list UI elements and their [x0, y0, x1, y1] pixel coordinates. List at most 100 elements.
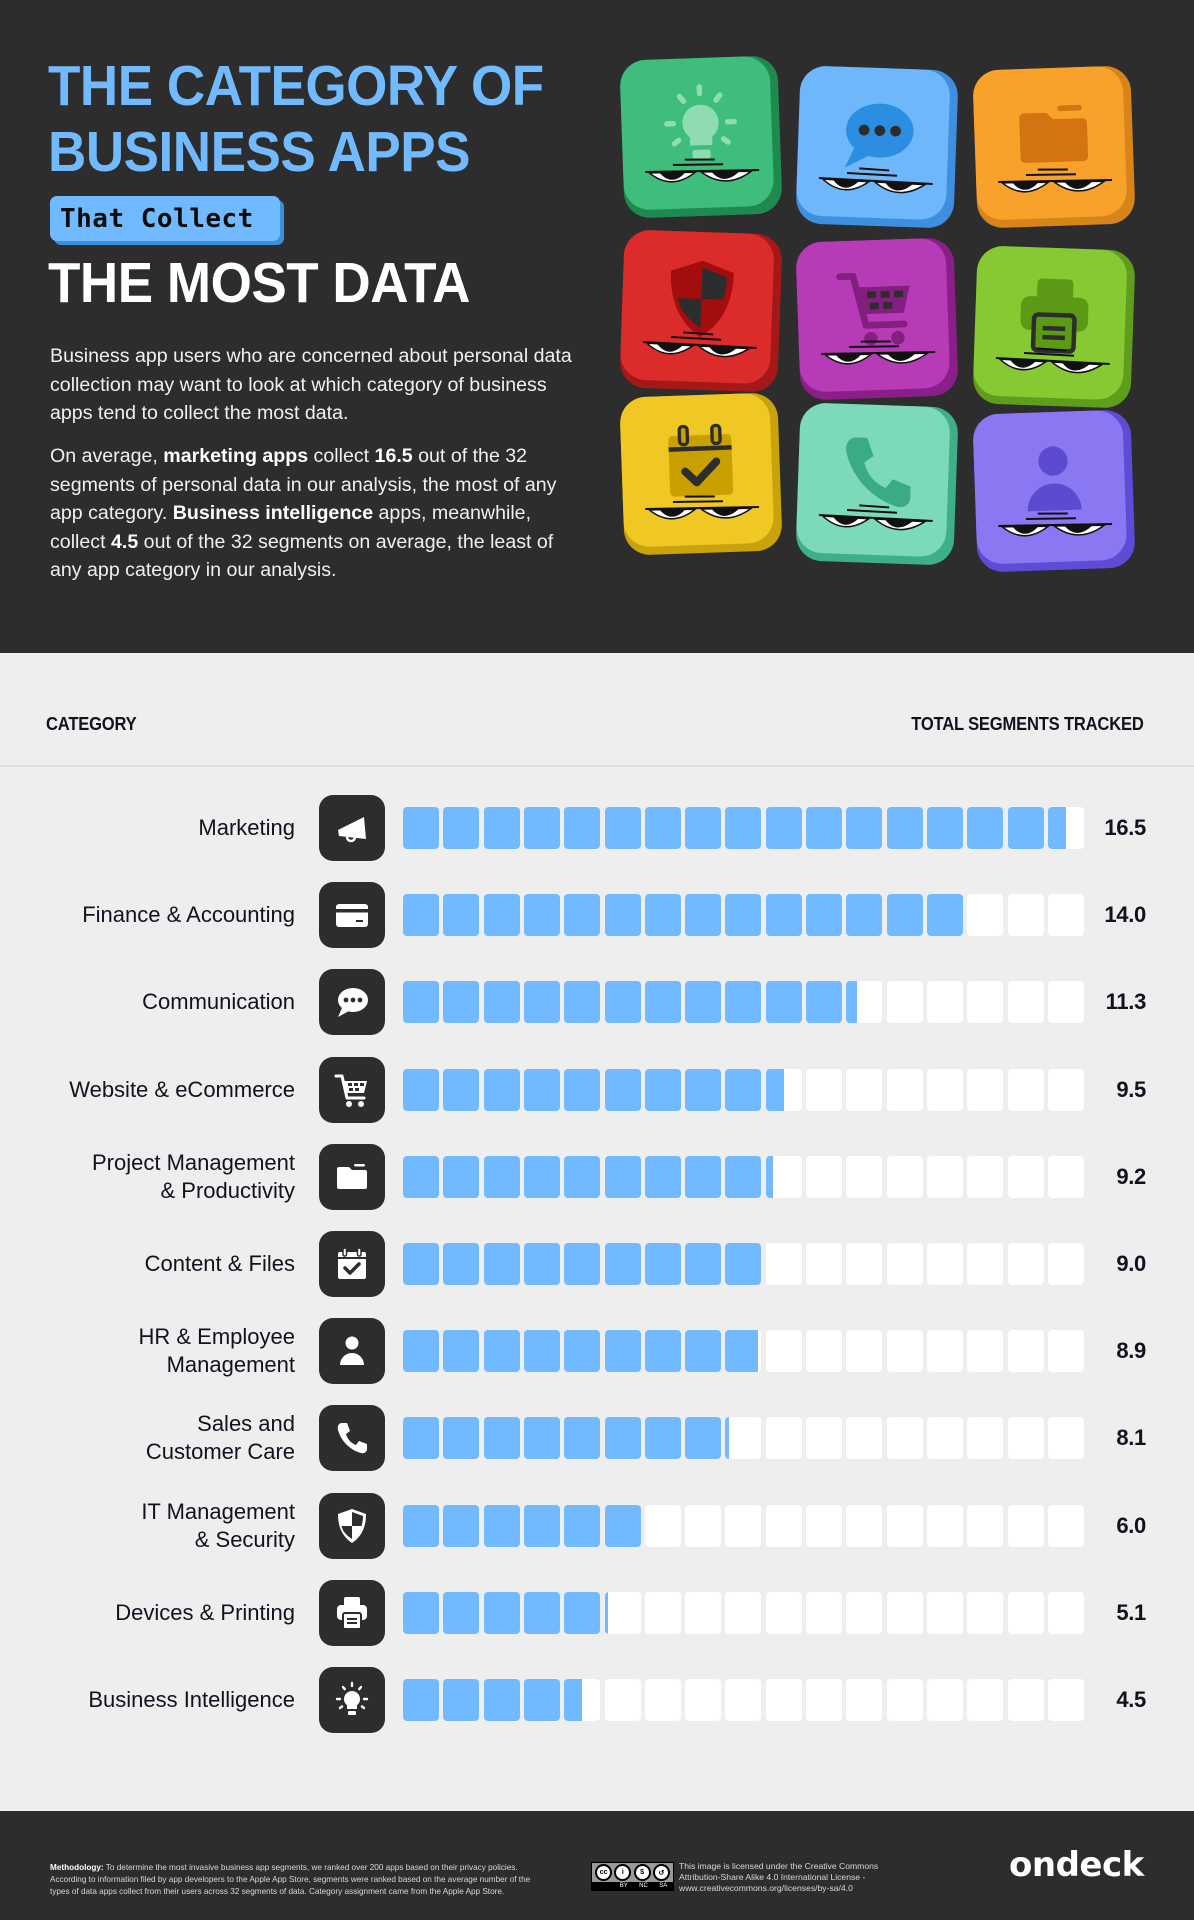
segment-fill [483, 1155, 520, 1198]
segment-cell [483, 1330, 520, 1373]
segment-cell [1047, 1155, 1084, 1198]
calendar-check-icon [319, 1231, 385, 1297]
segments-value: 11.3 [1105, 989, 1147, 1015]
creative-commons-badge[interactable]: cc i $ ↺ BY NC SA [591, 1862, 674, 1891]
segment-fill [725, 807, 762, 849]
segment-fill [483, 981, 520, 1024]
segment-cell [1047, 1679, 1084, 1721]
segment-cell [483, 1417, 520, 1460]
segment-fill [685, 894, 722, 937]
segment-cell [523, 1330, 560, 1373]
segment-cell [765, 1243, 802, 1285]
segment-fill [604, 981, 641, 1024]
segment-fill [725, 1417, 729, 1460]
category-label: Content & Files [144, 1251, 295, 1276]
segment-fill [604, 807, 641, 849]
segment-fill [685, 1068, 722, 1111]
segment-fill [564, 1155, 601, 1198]
segment-cell [604, 981, 641, 1024]
printer-icon [319, 1579, 385, 1646]
segment-cell [806, 1243, 842, 1285]
segment-fill [564, 1591, 601, 1634]
ondeck-logo[interactable]: ondeck [1009, 1845, 1144, 1885]
segment-cell [523, 1243, 560, 1285]
segment-fill [564, 1068, 601, 1111]
segment-cell [564, 1504, 601, 1547]
segment-cell [523, 1068, 560, 1111]
segment-fill [403, 1243, 439, 1285]
segment-fill [443, 1330, 480, 1373]
chart-row: Marketing 16.5 [0, 795, 1194, 861]
segment-cell [886, 1417, 923, 1460]
segment-cell [846, 1417, 883, 1460]
segment-fill [765, 981, 802, 1024]
segment-fill [604, 1243, 641, 1285]
segment-cell [725, 981, 762, 1024]
segment-fill [523, 807, 560, 849]
segment-cell [926, 1679, 963, 1721]
segment-cell [765, 1504, 802, 1547]
category-label: Business Intelligence [88, 1687, 295, 1712]
segment-fill [564, 1504, 601, 1547]
chart-row: Sales and Customer Care 8.1 [0, 1405, 1194, 1472]
segment-cell [403, 807, 439, 849]
segment-cell [926, 981, 963, 1024]
segment-fill [765, 807, 802, 849]
phone-icon [831, 425, 924, 518]
segment-fill [523, 1330, 560, 1373]
segment-fill [967, 807, 1004, 849]
segment-cell [806, 1679, 842, 1721]
segment-cell [523, 1679, 560, 1721]
lightbulb-icon [654, 78, 747, 171]
segment-fill [685, 1155, 722, 1198]
segment-cell [967, 894, 1004, 937]
segment-fill [806, 981, 842, 1024]
segment-cell [443, 1679, 480, 1721]
segment-cell [926, 1504, 963, 1547]
segment-cell [443, 1155, 480, 1198]
segment-cell [926, 1330, 963, 1373]
license-url-link[interactable]: www.creativecommons.org/licenses/by-sa/4… [679, 1883, 853, 1893]
segment-fill [765, 1068, 784, 1111]
segment-cell [967, 1417, 1004, 1460]
segment-cell [926, 1243, 963, 1285]
segment-cell [685, 1243, 722, 1285]
segment-cell [1007, 1068, 1044, 1111]
segment-fill [523, 981, 560, 1024]
intro-text: out of the 32 segments of personal data … [50, 445, 557, 524]
segments-value: 14.0 [1104, 902, 1146, 928]
segment-cell [725, 1591, 762, 1634]
segment-cell [1047, 1591, 1084, 1634]
segment-cell [644, 1679, 681, 1721]
segment-fill [523, 1155, 560, 1198]
tile-face [972, 245, 1128, 401]
segments-bar [403, 807, 1084, 849]
segment-cell [725, 894, 762, 937]
subtitle-badge: That Collect [50, 196, 280, 241]
segment-cell [564, 1417, 601, 1460]
segment-cell [926, 1417, 963, 1460]
segment-cell [846, 1679, 883, 1721]
header-divider [0, 765, 1194, 767]
segment-cell [523, 1504, 560, 1547]
hero-header: THE CATEGORY OF BUSINESS APPS That Colle… [0, 0, 1194, 653]
segment-fill [725, 1068, 762, 1111]
segment-fill [926, 807, 963, 849]
app-tile-user [972, 409, 1136, 573]
segment-cell [403, 1679, 439, 1721]
segment-cell [967, 1591, 1004, 1634]
segment-cell [886, 1155, 923, 1198]
segment-fill [685, 1417, 722, 1460]
segment-cell [765, 807, 802, 849]
segment-cell [403, 981, 439, 1024]
segment-fill [806, 807, 842, 849]
cc-icon: cc [595, 1864, 613, 1881]
segment-fill [443, 1417, 480, 1460]
segment-cell [725, 1679, 762, 1721]
segment-cell [483, 1155, 520, 1198]
category-label: Devices & Printing [115, 1599, 295, 1625]
segment-fill [523, 1417, 560, 1460]
segment-cell [1047, 1417, 1084, 1460]
category-label: Communication [142, 989, 295, 1015]
tile-face [795, 237, 951, 393]
